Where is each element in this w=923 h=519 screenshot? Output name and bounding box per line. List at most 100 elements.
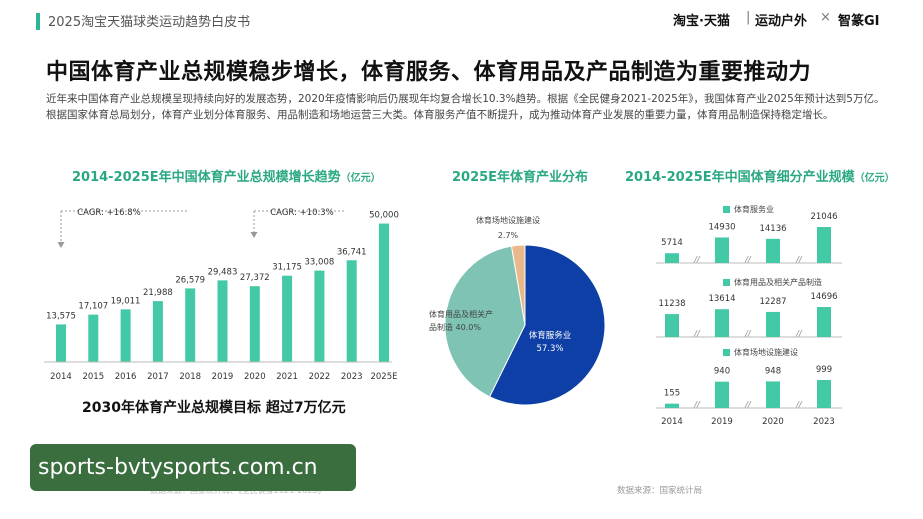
total-bar-2020: [249, 286, 260, 362]
axis-break-marker: //: [744, 400, 752, 409]
main-title: 中国体育产业总规模稳步增长，体育服务、体育用品及产品制造为重要推动力: [46, 60, 812, 85]
segment-bar-1-2023: [817, 307, 831, 337]
x-tick-label: 2014: [661, 417, 683, 427]
intro-paragraph: 近年来中国体育产业总规模呈现持续向好的发展态势，2020年疫情影响后仍展现年均复…: [46, 93, 885, 121]
x-tick-label: 2021: [276, 372, 298, 382]
segment-bar-label: 155: [664, 389, 680, 399]
segment-bar-1-2014: [665, 314, 679, 337]
brand-cross: ×: [820, 10, 831, 25]
right-chart-unit: （亿元）: [854, 173, 895, 184]
brand-partner-logo: 智篆GI: [838, 14, 880, 29]
legend-swatch-1: [723, 279, 730, 286]
left-chart-title: 2014-2025E年中国体育产业总规模增长趋势（亿元）: [72, 166, 381, 185]
total-bar-label: 29,483: [208, 267, 238, 277]
segment-bar-2-2014: [665, 403, 679, 408]
total-bar-2015: [88, 314, 99, 362]
total-bar-2014: [56, 324, 66, 362]
axis-break-marker: //: [744, 329, 752, 338]
segment-bar-label: 14696: [810, 292, 837, 302]
total-bar-label: 19,011: [111, 296, 141, 306]
right-chart-title-text: 2014-2025E年中国体育细分产业规模: [625, 170, 855, 185]
segment-bar-2-2019: [715, 381, 729, 408]
total-bar-2018: [185, 288, 196, 362]
x-tick-label: 2022: [309, 372, 331, 382]
total-bar-label: 31,175: [272, 263, 302, 273]
total-bar-label: 33,008: [305, 258, 335, 268]
axis-break-marker: //: [693, 400, 701, 409]
total-bar-2023: [346, 260, 357, 362]
segment-bar-label: 5714: [661, 238, 683, 248]
pie-slice-0: [488, 244, 606, 406]
axis-break-marker: //: [693, 329, 701, 338]
brand-divider: |: [746, 10, 751, 25]
legend-label-2: 体育场地设施建设: [734, 347, 798, 357]
total-bar-2017: [152, 301, 163, 362]
total-bar-2021: [282, 275, 293, 362]
x-tick-label: 2019: [212, 372, 234, 382]
total-bar-label: 26,579: [175, 275, 205, 285]
x-tick-label: 2016: [115, 372, 137, 382]
x-tick-label: 2014: [50, 372, 72, 382]
segment-bar-label: 12287: [759, 297, 786, 307]
legend-label-0: 体育服务业: [734, 204, 774, 214]
segment-bar-0-2019: [715, 237, 729, 263]
total-bar-label: 13,575: [46, 311, 76, 321]
pie-slice-2: [510, 244, 526, 326]
cagr-2014-2019-arrow: [57, 242, 65, 248]
legend-swatch-2: [723, 349, 730, 356]
watermark-banner: sports-bvtysports.com.cn: [30, 444, 356, 491]
right-chart-title: 2014-2025E年中国体育细分产业规模（亿元）: [625, 166, 895, 185]
total-bar-label: 21,988: [143, 288, 173, 298]
legend-swatch-0: [723, 206, 730, 213]
cagr-2014-2019-label: CAGR: +16.8%: [77, 208, 141, 218]
cagr-2020-2025-label: CAGR: +10.3%: [270, 208, 334, 218]
pie-label-goods-1: 体育用品及相关产: [429, 309, 493, 319]
left-chart-title-text: 2014-2025E年中国体育产业总规模增长趋势: [72, 170, 341, 185]
source-right: 数据来源：国家统计局: [617, 486, 703, 496]
left-chart-unit: （亿元）: [340, 173, 381, 184]
x-tick-label: 2020: [762, 417, 784, 427]
segment-bar-2-2023: [817, 380, 831, 408]
total-bar-2022: [314, 270, 325, 362]
target-note: 2030年体育产业总规模目标 超过7万亿元: [82, 400, 346, 416]
total-bar-label: 50,000: [369, 211, 399, 221]
segment-bar-0-2020: [766, 238, 780, 263]
segment-bar-0-2023: [817, 227, 831, 263]
axis-break-marker: //: [795, 329, 803, 338]
axis-break-marker: //: [795, 255, 803, 264]
pie-value-venue: 2.7%: [498, 231, 519, 240]
segment-bar-label: 14930: [708, 222, 735, 232]
segment-bar-1-2020: [766, 311, 780, 337]
pie-slice-1: [444, 245, 526, 398]
pie-label-service: 体育服务业: [529, 330, 572, 341]
total-bar-label: 17,107: [78, 302, 108, 312]
report-title: 2025淘宝天猫球类运动趋势白皮书: [48, 15, 251, 30]
mid-chart-title: 2025E年体育产业分布: [452, 170, 589, 185]
pie-value-service: 57.3%: [536, 344, 563, 354]
total-bar-2025E: [379, 223, 389, 362]
x-tick-label: 2015: [82, 372, 104, 382]
header-accent-bar: [36, 13, 40, 30]
segment-bar-label: 999: [816, 365, 832, 375]
segment-bar-label: 11238: [658, 299, 685, 309]
x-tick-label: 2023: [813, 417, 835, 427]
x-tick-label: 2023: [341, 372, 363, 382]
total-bar-2019: [217, 280, 228, 362]
segment-bar-label: 940: [714, 367, 730, 377]
total-bar-label: 27,372: [240, 273, 270, 283]
segment-bar-0-2014: [665, 253, 679, 263]
segment-bar-label: 21046: [810, 212, 837, 222]
x-tick-label: 2020: [244, 372, 266, 382]
axis-break-marker: //: [693, 255, 701, 264]
axis-break-marker: //: [744, 255, 752, 264]
x-tick-label: 2017: [147, 372, 169, 382]
total-bar-2016: [120, 309, 131, 362]
cagr-2020-2025-arrow: [250, 232, 258, 238]
segment-bar-1-2019: [715, 309, 729, 337]
segment-bar-label: 948: [765, 366, 781, 376]
segment-bar-label: 13614: [708, 294, 735, 304]
axis-break-marker: //: [795, 400, 803, 409]
x-tick-label: 2018: [179, 372, 201, 382]
legend-label-1: 体育用品及相关产品制造: [734, 277, 822, 287]
pie-label-venue: 体育场地设施建设: [476, 215, 540, 225]
